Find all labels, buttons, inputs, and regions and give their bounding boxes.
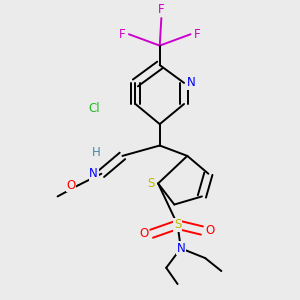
- Text: O: O: [66, 178, 75, 192]
- Text: O: O: [205, 224, 214, 237]
- Text: H: H: [92, 146, 100, 160]
- Text: O: O: [139, 227, 148, 240]
- Text: S: S: [148, 177, 155, 190]
- Text: S: S: [174, 218, 181, 231]
- Text: Cl: Cl: [88, 102, 100, 116]
- Text: N: N: [89, 167, 98, 180]
- Text: F: F: [194, 28, 200, 41]
- Text: F: F: [119, 28, 126, 41]
- Text: N: N: [187, 76, 196, 89]
- Text: F: F: [158, 3, 165, 16]
- Text: N: N: [176, 242, 185, 255]
